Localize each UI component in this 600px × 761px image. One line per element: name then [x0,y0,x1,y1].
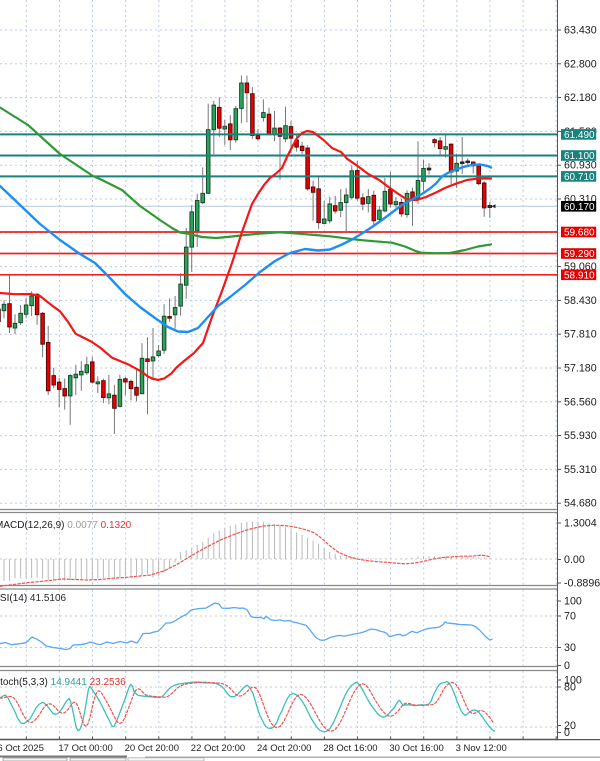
svg-text:22 Oct 20:00: 22 Oct 20:00 [191,743,245,754]
svg-text:62.180: 62.180 [564,92,597,104]
svg-text:28 Oct 16:00: 28 Oct 16:00 [323,743,377,754]
svg-text:57.180: 57.180 [564,363,597,375]
svg-text:57.810: 57.810 [564,329,597,341]
svg-text:0: 0 [564,660,570,672]
svg-text:Stoch(5,3,3) 14.9441 23.2536: Stoch(5,3,3) 14.9441 23.2536 [0,677,126,688]
svg-text:20: 20 [564,720,576,732]
svg-text:3 Nov 12:00: 3 Nov 12:00 [456,743,507,754]
svg-text:62.800: 62.800 [564,58,597,70]
svg-text:MACD(12,26,9) 0.0077 0.1320: MACD(12,26,9) 0.0077 0.1320 [0,520,132,531]
svg-text:1.3004: 1.3004 [564,518,597,530]
svg-text:17 Oct 00:00: 17 Oct 00:00 [58,743,112,754]
svg-text:61.100: 61.100 [564,151,595,162]
svg-text:100: 100 [564,675,582,687]
svg-text:24 Oct 20:00: 24 Oct 20:00 [257,743,311,754]
svg-text:-0.8896: -0.8896 [564,578,600,590]
svg-text:59.290: 59.290 [564,249,595,260]
svg-text:61.490: 61.490 [564,130,595,141]
svg-text:60.710: 60.710 [564,172,595,183]
svg-text:80: 80 [564,682,576,694]
svg-text:60.930: 60.930 [564,160,597,172]
svg-text:0.00: 0.00 [564,554,585,566]
svg-text:70: 70 [564,611,576,623]
svg-text:16 Oct 2025: 16 Oct 2025 [0,743,44,754]
svg-text:100: 100 [564,596,582,608]
svg-text:59.680: 59.680 [564,228,595,239]
svg-text:30: 30 [564,642,576,654]
svg-text:56.560: 56.560 [564,396,597,408]
svg-text:58.430: 58.430 [564,295,597,307]
svg-text:55.310: 55.310 [564,464,597,476]
svg-text:0: 0 [564,727,570,739]
svg-text:55.930: 55.930 [564,430,597,442]
svg-text:54.680: 54.680 [564,498,597,510]
svg-text:58.910: 58.910 [564,270,595,281]
svg-text:30 Oct 16:00: 30 Oct 16:00 [389,743,443,754]
svg-text:RSI(14) 41.5106: RSI(14) 41.5106 [0,593,67,604]
svg-text:63.430: 63.430 [564,25,597,37]
svg-text:60.170: 60.170 [564,202,595,213]
svg-text:20 Oct 20:00: 20 Oct 20:00 [125,743,179,754]
